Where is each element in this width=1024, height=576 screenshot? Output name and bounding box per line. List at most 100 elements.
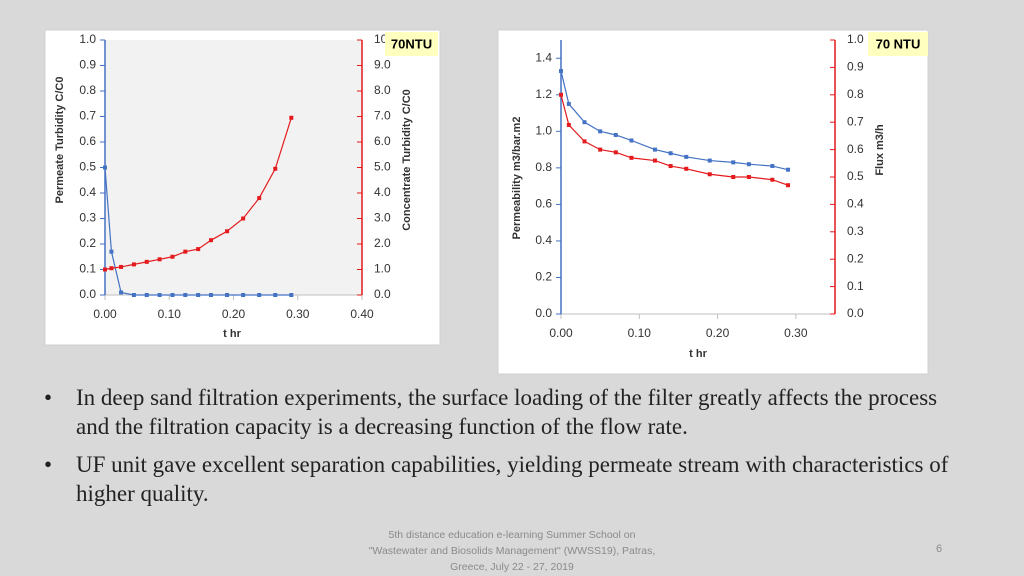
point xyxy=(103,267,107,272)
x-tick-label: 0.20 xyxy=(706,326,730,340)
y-tick-label: 0.9 xyxy=(79,58,96,72)
point xyxy=(183,249,188,254)
y2-tick-label: 1.0 xyxy=(847,32,864,46)
point xyxy=(566,101,571,106)
y-tick-label: 0.5 xyxy=(79,160,96,174)
y2-tick-label: 0.2 xyxy=(847,251,864,265)
point xyxy=(109,249,114,254)
series-line xyxy=(560,70,789,171)
point xyxy=(196,293,201,297)
x-axis-label: t hr xyxy=(223,328,241,340)
annotation-box xyxy=(385,32,438,56)
y2-tick-label: 0.8 xyxy=(847,87,864,101)
point xyxy=(629,138,634,143)
bullet: UF unit gave excellent separation capabi… xyxy=(44,450,974,508)
series-line xyxy=(560,94,789,186)
point xyxy=(566,122,571,127)
point xyxy=(289,115,294,120)
x-tick-label: 0.20 xyxy=(222,307,246,321)
y2-tick-label: 0.3 xyxy=(847,224,864,238)
point xyxy=(103,165,107,170)
point xyxy=(257,293,262,297)
point xyxy=(209,238,214,243)
y-tick-label: 0.0 xyxy=(79,287,96,301)
point xyxy=(225,229,230,234)
y-axis-label: Permeate Turbidity C/C0 xyxy=(54,77,66,204)
x-tick-label: 0.10 xyxy=(628,326,652,340)
point xyxy=(131,262,136,267)
y-tick-label: 0.4 xyxy=(535,233,552,247)
y2-tick-label: 5.0 xyxy=(374,160,391,174)
page-number: 6 xyxy=(936,543,943,555)
point xyxy=(684,166,689,171)
y-tick-label: 0.6 xyxy=(535,197,552,211)
y-tick-label: 1.0 xyxy=(79,32,96,46)
x-axis-label: t hr xyxy=(689,348,707,360)
point xyxy=(746,162,751,167)
footer-line: "Wastewater and Biosolids Management" (W… xyxy=(368,545,656,557)
point xyxy=(144,293,149,297)
x-tick-label: 0.30 xyxy=(286,307,310,321)
point xyxy=(119,290,124,295)
bullet: In deep sand filtration experiments, the… xyxy=(44,383,974,441)
y2-tick-label: 6.0 xyxy=(374,134,391,148)
y-tick-label: 1.0 xyxy=(535,124,552,138)
point xyxy=(652,147,657,152)
y2-tick-label: 0.7 xyxy=(847,114,864,128)
y-tick-label: 0.1 xyxy=(79,262,96,276)
point xyxy=(770,164,775,169)
y-tick-label: 0.8 xyxy=(535,160,552,174)
annotation-box xyxy=(868,32,928,56)
y2-tick-label: 2.0 xyxy=(374,236,391,250)
point xyxy=(289,293,294,297)
y-tick-label: 1.2 xyxy=(535,87,552,101)
point xyxy=(613,150,618,155)
point xyxy=(559,69,563,74)
point xyxy=(157,257,162,262)
point xyxy=(273,166,278,171)
y-tick-label: 0.3 xyxy=(79,211,96,225)
point xyxy=(144,259,149,264)
point xyxy=(170,293,175,297)
point xyxy=(598,129,603,134)
point xyxy=(731,175,736,179)
y2-axis-label: Flux m3/h xyxy=(874,124,886,176)
y2-tick-label: 7.0 xyxy=(374,109,391,123)
y2-tick-label: 0.5 xyxy=(847,169,864,183)
point xyxy=(786,167,791,172)
x-tick-label: 0.00 xyxy=(549,326,573,340)
point xyxy=(183,293,188,297)
point xyxy=(582,120,587,125)
y-tick-label: 0.0 xyxy=(535,306,552,320)
annotation: 70NTU xyxy=(391,36,432,51)
point xyxy=(119,264,124,269)
footer-line: 5th distance education e-learning Summer… xyxy=(388,529,636,541)
y-tick-label: 0.6 xyxy=(79,134,96,148)
point xyxy=(196,247,201,252)
point xyxy=(613,132,618,137)
y2-tick-label: 0.4 xyxy=(847,197,864,211)
y2-tick-label: 0.1 xyxy=(847,279,864,293)
point xyxy=(731,160,736,165)
point xyxy=(770,177,775,182)
point xyxy=(684,154,689,159)
y2-tick-label: 0.0 xyxy=(847,306,864,320)
point xyxy=(559,92,563,97)
point xyxy=(629,155,634,160)
point xyxy=(582,139,587,144)
bullet-list: In deep sand filtration experiments, the… xyxy=(44,383,974,517)
point xyxy=(598,147,603,152)
point xyxy=(225,293,230,297)
y2-tick-label: 0.9 xyxy=(847,60,864,74)
x-tick-label: 0.30 xyxy=(784,326,808,340)
point xyxy=(707,172,712,177)
point xyxy=(668,151,673,156)
y-tick-label: 1.4 xyxy=(535,50,552,64)
annotation: 70 NTU xyxy=(876,36,921,51)
y-tick-label: 0.8 xyxy=(79,83,96,97)
footer: 5th distance education e-learning Summer… xyxy=(312,527,712,575)
y2-tick-label: 8.0 xyxy=(374,83,391,97)
plot-area xyxy=(561,40,835,314)
point xyxy=(707,158,712,163)
